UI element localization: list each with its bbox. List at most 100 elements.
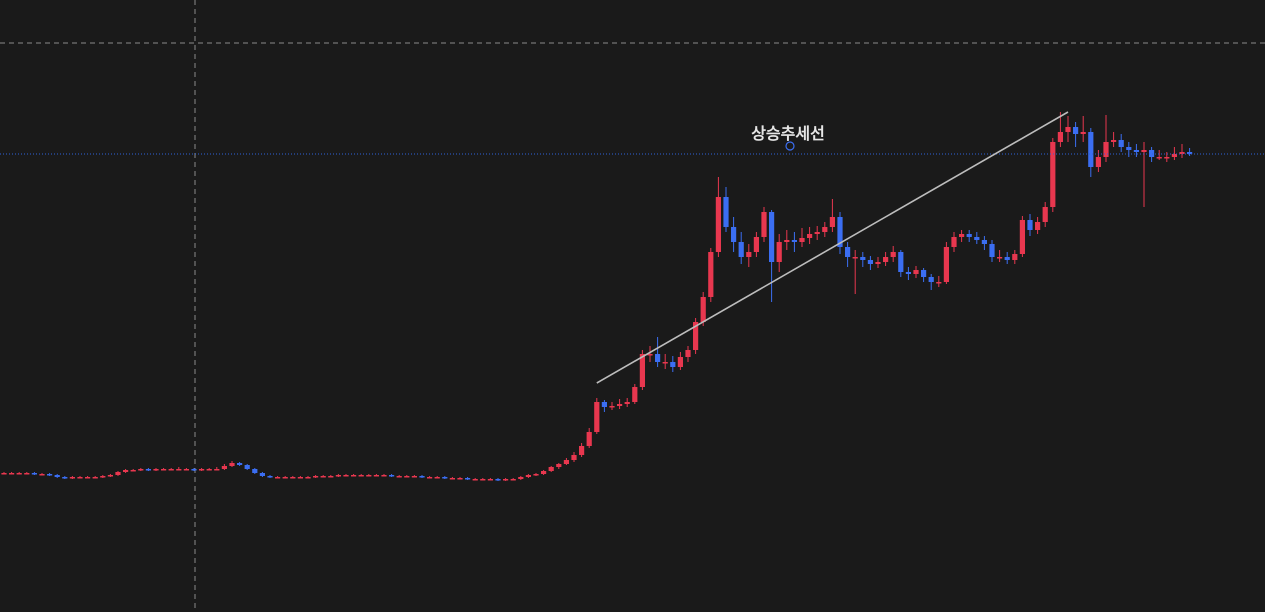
candle-body [358, 475, 364, 477]
candle-body [92, 477, 98, 479]
candle-body [495, 479, 501, 481]
candle-body [518, 477, 524, 479]
candle-body [107, 475, 113, 477]
candle-body [1126, 147, 1132, 150]
candle-body [77, 477, 83, 479]
candle-body [662, 362, 668, 364]
candle-body [313, 476, 319, 478]
candle-body [145, 469, 151, 471]
candle-body [814, 232, 820, 234]
candle-body [997, 257, 1003, 259]
candle-body [449, 478, 455, 480]
candle-body [282, 477, 288, 479]
candle-body [1019, 220, 1025, 254]
candle-body [525, 475, 531, 477]
candle-body [153, 469, 159, 471]
candle-body [9, 473, 15, 475]
candle-body [890, 252, 896, 257]
candle-body [624, 402, 630, 404]
candle-body [1057, 132, 1063, 142]
candle-body [1187, 152, 1193, 154]
candle-body [860, 257, 866, 260]
candle-body [556, 464, 562, 467]
candle-body [31, 473, 37, 475]
candle-body [16, 473, 22, 475]
candle-body [632, 387, 638, 402]
candle-body [373, 475, 379, 477]
candle-body [1118, 140, 1124, 147]
candle-body [586, 432, 592, 446]
candle-body [594, 402, 600, 432]
candle-body [503, 479, 509, 481]
candle-body [837, 217, 843, 247]
candle-body [434, 477, 440, 479]
candle-body [1027, 220, 1033, 230]
candle-body [328, 476, 334, 478]
candle-body [1103, 142, 1109, 157]
candle-body [138, 469, 144, 471]
candle-body [85, 477, 91, 479]
candle-body [351, 475, 357, 477]
candle-body [579, 446, 585, 455]
candle-body [670, 362, 676, 367]
candle-body [807, 234, 813, 238]
candle-body [191, 469, 197, 471]
candle-body [221, 466, 227, 469]
candle-body [1179, 152, 1185, 154]
candle-body [335, 475, 341, 477]
candle-body [761, 212, 767, 237]
candle-body [753, 237, 759, 252]
candle-body [252, 469, 258, 473]
candle-body [829, 217, 835, 227]
candle-body [510, 479, 516, 481]
candle-body [206, 469, 212, 471]
candle-body [905, 272, 911, 274]
candle-body [297, 477, 303, 479]
candle-body [533, 474, 539, 476]
trendline-handle[interactable] [785, 141, 795, 151]
candle-body [1012, 254, 1018, 260]
candle-body [1, 473, 7, 475]
candle-body [1149, 150, 1155, 157]
candle-body [472, 479, 478, 481]
candle-body [115, 472, 121, 475]
candle-body [176, 469, 182, 471]
candle-body [822, 227, 828, 232]
candle-body [974, 237, 980, 240]
candle-body [936, 282, 942, 284]
candle-body [883, 257, 889, 262]
candle-body [259, 473, 265, 476]
candle-body [617, 404, 623, 406]
candle-body [928, 277, 934, 282]
candles [1, 112, 1193, 481]
candle-body [62, 477, 68, 479]
candle-body [199, 469, 205, 471]
candle-body [381, 475, 387, 477]
candle-body [571, 455, 577, 460]
candle-body [404, 476, 410, 478]
candle-body [677, 357, 683, 367]
candle-body [366, 475, 372, 477]
candle-body [343, 475, 349, 477]
candle-body [214, 469, 220, 471]
candle-body [275, 477, 281, 479]
candle-body [244, 465, 250, 469]
candle-body [69, 477, 75, 479]
candle-body [480, 479, 486, 481]
trendline-label: 상승추세선 [751, 124, 825, 143]
candle-body [267, 476, 273, 478]
candle-body [791, 240, 797, 242]
candle-body [1073, 127, 1079, 134]
candle-body [776, 242, 782, 262]
candle-body [24, 473, 30, 475]
candle-body [130, 470, 136, 472]
candle-body [913, 270, 919, 274]
candle-body [989, 244, 995, 257]
candle-body [799, 238, 805, 242]
candle-body [290, 477, 296, 479]
candle-body [1065, 127, 1071, 132]
candle-body [609, 406, 615, 408]
